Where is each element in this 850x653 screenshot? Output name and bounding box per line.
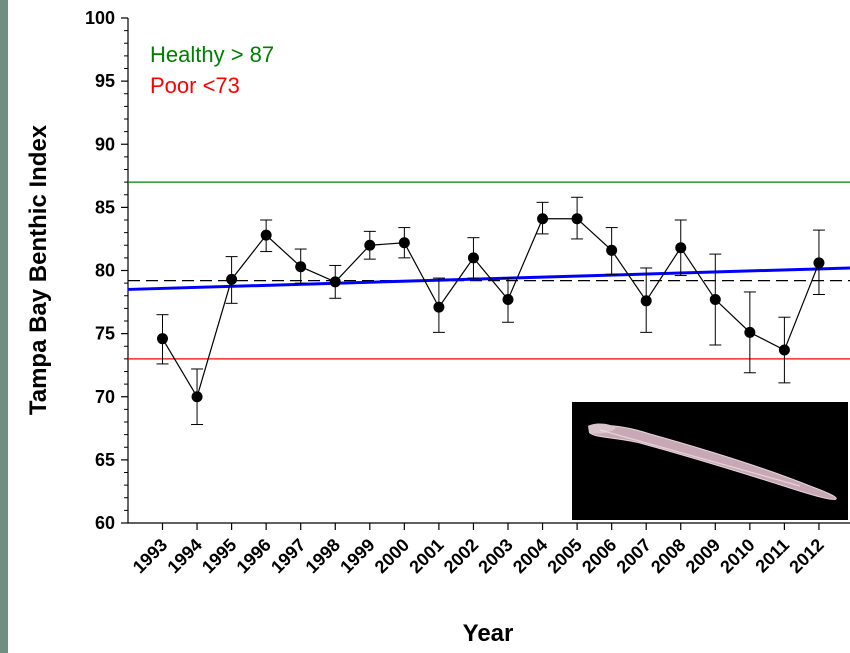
worm-highlight	[599, 429, 801, 487]
legend-poor: Poor <73	[150, 73, 240, 98]
x-tick-label: 1999	[336, 535, 378, 577]
data-point	[502, 294, 514, 306]
x-tick-label: 1997	[267, 535, 309, 577]
data-point	[260, 229, 272, 241]
trend-line	[127, 266, 850, 291]
y-tick-label: 70	[95, 387, 115, 407]
x-tick-label: 2010	[716, 535, 758, 577]
worm-head	[588, 423, 616, 434]
x-tick-label: 2001	[405, 535, 447, 577]
y-axis-title: Tampa Bay Benthic Index	[25, 124, 52, 415]
data-point	[295, 261, 307, 273]
data-point	[467, 252, 479, 264]
data-point	[433, 301, 445, 313]
data-point	[744, 326, 756, 338]
x-tick-label: 2012	[785, 535, 827, 577]
y-tick-label: 85	[95, 197, 115, 217]
y-tick-label: 60	[95, 513, 115, 533]
data-point	[364, 239, 376, 251]
x-tick-label: 2009	[682, 535, 724, 577]
legend-healthy: Healthy > 87	[150, 42, 274, 67]
x-tick-label: 1995	[198, 535, 240, 577]
x-tick-label: 2008	[647, 535, 689, 577]
x-tick-label: 2004	[509, 535, 551, 577]
y-tick-label: 90	[95, 134, 115, 154]
left-frame-border	[0, 0, 8, 653]
data-point	[778, 344, 790, 356]
data-point	[606, 244, 618, 256]
data-point	[537, 213, 549, 225]
y-tick-label: 100	[85, 8, 115, 28]
data-point	[813, 257, 825, 269]
x-tick-label: 1998	[302, 535, 344, 577]
data-point	[709, 294, 721, 306]
x-tick-label: 2005	[543, 535, 585, 577]
x-tick-label: 1994	[163, 535, 205, 577]
data-point	[675, 242, 687, 254]
benthic-worm-photo	[572, 402, 848, 520]
y-tick-label: 65	[95, 450, 115, 470]
y-tick-label: 95	[95, 71, 115, 91]
data-point	[226, 273, 238, 285]
data-point	[571, 213, 583, 225]
data-point	[398, 237, 410, 249]
x-axis-ticks: 1993199419951996199719981999200020012002…	[129, 523, 828, 577]
x-tick-label: 2006	[578, 535, 620, 577]
error-bars	[156, 196, 825, 426]
y-tick-label: 75	[95, 324, 115, 344]
series-line	[161, 218, 820, 399]
x-tick-label: 2003	[474, 535, 516, 577]
x-axis-title: Year	[463, 620, 514, 647]
data-points	[157, 213, 825, 403]
x-tick-label: 2000	[371, 535, 413, 577]
y-tick-label: 80	[95, 261, 115, 281]
x-tick-label: 2011	[751, 535, 793, 577]
x-tick-label: 2007	[613, 535, 655, 577]
x-tick-label: 1996	[233, 535, 275, 577]
x-tick-label: 1993	[129, 535, 171, 577]
y-axis-ticks: 60 65 70 75 80 85 90 95 100	[85, 8, 128, 533]
data-point	[329, 276, 341, 288]
series-line-group	[161, 218, 820, 399]
x-tick-label: 2002	[440, 535, 482, 577]
data-point	[640, 295, 652, 307]
trend-line-group	[127, 266, 850, 291]
data-point	[157, 333, 168, 345]
threshold-lines	[128, 181, 850, 360]
data-point	[191, 391, 203, 403]
